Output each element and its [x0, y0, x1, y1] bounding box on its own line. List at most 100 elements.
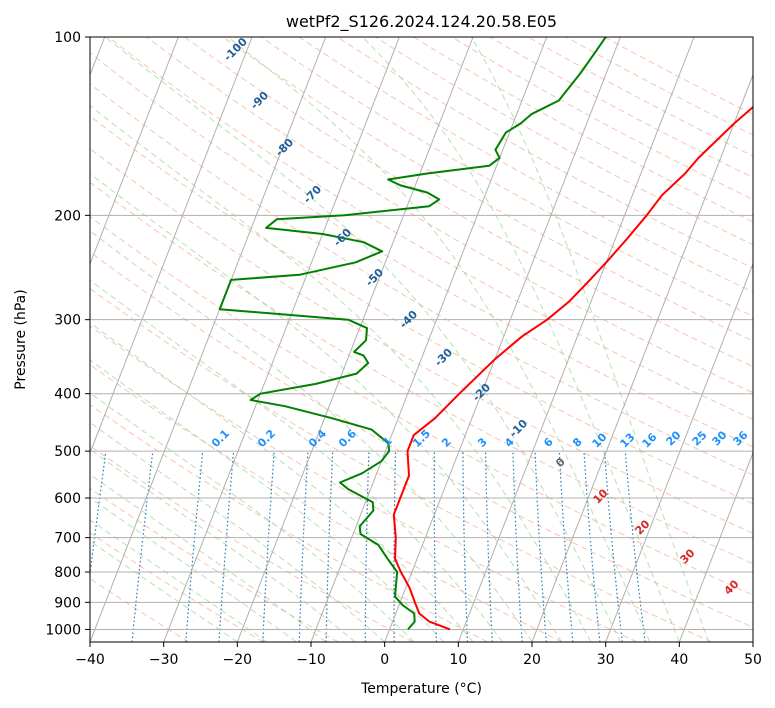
- dry-adiabat: [90, 532, 264, 642]
- isotherm-line: [236, 37, 474, 642]
- moist-adiabat-label: 40: [722, 577, 742, 597]
- dry-adiabat: [222, 37, 753, 342]
- mixing-ratio-line: [433, 451, 437, 642]
- y-tick-label: 100: [54, 30, 81, 46]
- dry-adiabat: [90, 325, 638, 642]
- y-tick-label: 600: [54, 491, 81, 507]
- y-tick-label: 800: [54, 565, 81, 581]
- dry-adiabat: [90, 52, 753, 448]
- mixing-ratio-line: [534, 451, 547, 642]
- moist-adiabat: [90, 172, 562, 642]
- dry-adiabat-label: -20: [470, 381, 493, 404]
- moist-adiabat: [90, 540, 238, 642]
- mixing-ratio-line: [325, 451, 334, 642]
- dry-adiabat: [90, 364, 563, 642]
- moist-adiabat: [90, 104, 592, 642]
- isotherm-line: [457, 37, 695, 642]
- dry-adiabat: [90, 287, 712, 642]
- mixing-ratio-label: 0.2: [255, 427, 278, 450]
- dry-adiabat: [107, 37, 753, 420]
- y-axis-title: Pressure (hPa): [13, 289, 29, 389]
- moist-adiabat: [104, 37, 621, 642]
- mixing-ratio-label: 25: [690, 429, 710, 449]
- dry-adiabat: [146, 37, 753, 394]
- y-tick-label: 500: [54, 444, 81, 460]
- dry-adiabat-label: -60: [331, 226, 354, 249]
- x-tick-label: −30: [149, 652, 179, 668]
- mixing-ratio-label: 1.5: [410, 427, 433, 450]
- moist-adiabat: [227, 37, 651, 642]
- dry-adiabat: [90, 148, 753, 534]
- x-tick-label: −40: [75, 652, 105, 668]
- moist-adiabat: [90, 519, 268, 642]
- dry-adiabat: [413, 37, 753, 223]
- moist-adiabat-label: 20: [633, 517, 653, 537]
- mixing-ratio-line: [462, 451, 469, 642]
- moist-adiabat: [90, 359, 444, 642]
- plot-frame: [89, 36, 754, 643]
- dry-adiabat: [90, 487, 339, 642]
- mixing-ratio-label: 20: [664, 428, 684, 448]
- dry-adiabat: [451, 37, 753, 201]
- temperature-profile-line: [392, 105, 753, 631]
- mixing-ratio-label: 3: [475, 435, 490, 450]
- moist-adiabat: [90, 392, 415, 642]
- isotherm-line: [752, 640, 753, 642]
- y-tick-label: 300: [54, 313, 81, 329]
- x-tick-label: 50: [744, 652, 762, 668]
- mixing-ratio-label: 0.6: [336, 427, 359, 450]
- dry-adiabat: [298, 37, 753, 293]
- isotherm-line: [90, 37, 179, 266]
- dry-adiabat-label: -90: [248, 89, 271, 112]
- dry-adiabat: [90, 404, 488, 642]
- mixing-ratio-label: 2: [439, 435, 454, 450]
- dry-adiabat: [337, 37, 753, 269]
- dry-adiabat: [527, 37, 753, 157]
- mixing-ratio-label: 30: [710, 428, 730, 448]
- moist-adiabat: [90, 322, 474, 642]
- x-tick-label: 10: [449, 652, 467, 668]
- isotherm-line: [310, 37, 548, 642]
- dry-adiabat-label: -30: [432, 346, 455, 369]
- x-tick-label: 30: [597, 652, 615, 668]
- y-tick-label: 900: [54, 595, 81, 611]
- mixing-ratio-line: [218, 451, 235, 642]
- mixing-ratio-line: [603, 451, 623, 642]
- mixing-ratio-label: 0.1: [209, 427, 232, 450]
- dry-adiabat-label: -10: [507, 417, 530, 440]
- mixing-ratio-label: 0.4: [306, 427, 329, 450]
- mixing-ratio-line: [185, 451, 204, 642]
- dry-adiabat: [90, 215, 753, 596]
- moist-adiabat-label: 0: [553, 455, 568, 470]
- moist-adiabat: [470, 37, 710, 642]
- moist-adiabat: [90, 473, 327, 642]
- plot-area: [90, 37, 753, 642]
- isotherm-line: [163, 37, 400, 642]
- isotherm-line: [605, 262, 753, 642]
- isotherm-line: [90, 37, 253, 455]
- isotherm-line: [678, 451, 753, 642]
- isotherm-line: [531, 73, 753, 642]
- mixing-ratio-line: [624, 451, 646, 642]
- mixing-ratio-label: 8: [570, 435, 585, 450]
- mixing-ratio-line: [583, 451, 601, 642]
- x-tick-label: −10: [296, 652, 326, 668]
- x-tick-label: 40: [670, 652, 688, 668]
- mixing-ratio-line: [262, 451, 275, 642]
- dry-adiabat: [565, 37, 753, 136]
- dry-adiabat-label: -80: [273, 136, 296, 159]
- moist-adiabat: [90, 497, 297, 642]
- mixing-ratio-line: [90, 451, 107, 580]
- moist-adiabat: [90, 448, 356, 642]
- isotherm-line: [384, 37, 621, 642]
- chart-title: wetPf2_S126.2024.124.20.58.E05: [286, 12, 557, 32]
- x-axis-title: Temperature (°C): [360, 681, 482, 697]
- dry-adiabat-label: -40: [397, 308, 420, 331]
- mixing-ratio-line: [558, 451, 574, 642]
- y-tick-label: 400: [54, 387, 81, 403]
- mixing-ratio-line: [364, 451, 370, 642]
- mixing-ratio-label: 10: [590, 430, 610, 450]
- moist-adiabat: [362, 37, 680, 642]
